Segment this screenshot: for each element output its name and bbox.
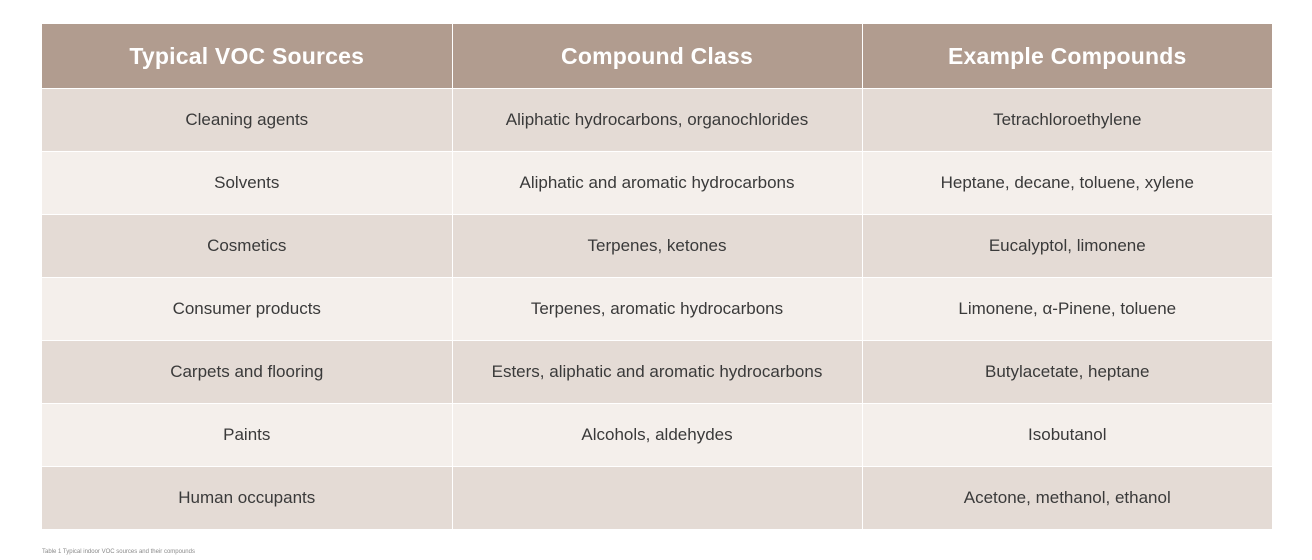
cell-compound-class: Aliphatic and aromatic hydrocarbons [452, 151, 863, 215]
cell-source: Carpets and flooring [42, 340, 453, 404]
header-compound-class: Compound Class [452, 24, 863, 89]
cell-example-compounds: Heptane, decane, toluene, xylene [862, 151, 1272, 215]
cell-example-compounds: Acetone, methanol, ethanol [862, 466, 1272, 529]
cell-example-compounds: Butylacetate, heptane [862, 340, 1272, 404]
cell-source: Cosmetics [42, 214, 453, 278]
cell-example-compounds: Tetrachloroethylene [862, 88, 1272, 152]
cell-compound-class [452, 466, 863, 529]
cell-compound-class: Terpenes, ketones [452, 214, 863, 278]
voc-sources-table: Typical VOC Sources Compound Class Examp… [42, 24, 1272, 529]
table-row: Cosmetics Terpenes, ketones Eucalyptol, … [42, 214, 1272, 278]
cell-compound-class: Terpenes, aromatic hydrocarbons [452, 277, 863, 341]
header-example-compounds: Example Compounds [862, 24, 1272, 89]
cell-compound-class: Alcohols, aldehydes [452, 403, 863, 467]
table-row: Cleaning agents Aliphatic hydrocarbons, … [42, 88, 1272, 152]
table-row: Human occupants Acetone, methanol, ethan… [42, 466, 1272, 529]
table-row: Consumer products Terpenes, aromatic hyd… [42, 277, 1272, 341]
cell-compound-class: Esters, aliphatic and aromatic hydrocarb… [452, 340, 863, 404]
table-row: Carpets and flooring Esters, aliphatic a… [42, 340, 1272, 404]
cell-source: Solvents [42, 151, 453, 215]
table-row: Paints Alcohols, aldehydes Isobutanol [42, 403, 1272, 467]
cell-compound-class: Aliphatic hydrocarbons, organochlorides [452, 88, 863, 152]
cell-source: Paints [42, 403, 453, 467]
cell-example-compounds: Limonene, α-Pinene, toluene [862, 277, 1272, 341]
table-header-row: Typical VOC Sources Compound Class Examp… [42, 24, 1272, 89]
table-row: Solvents Aliphatic and aromatic hydrocar… [42, 151, 1272, 215]
table-caption: Table 1 Typical indoor VOC sources and t… [42, 549, 195, 555]
cell-source: Consumer products [42, 277, 453, 341]
cell-source: Human occupants [42, 466, 453, 529]
header-typical-voc-sources: Typical VOC Sources [42, 24, 453, 89]
cell-source: Cleaning agents [42, 88, 453, 152]
cell-example-compounds: Isobutanol [862, 403, 1272, 467]
cell-example-compounds: Eucalyptol, limonene [862, 214, 1272, 278]
